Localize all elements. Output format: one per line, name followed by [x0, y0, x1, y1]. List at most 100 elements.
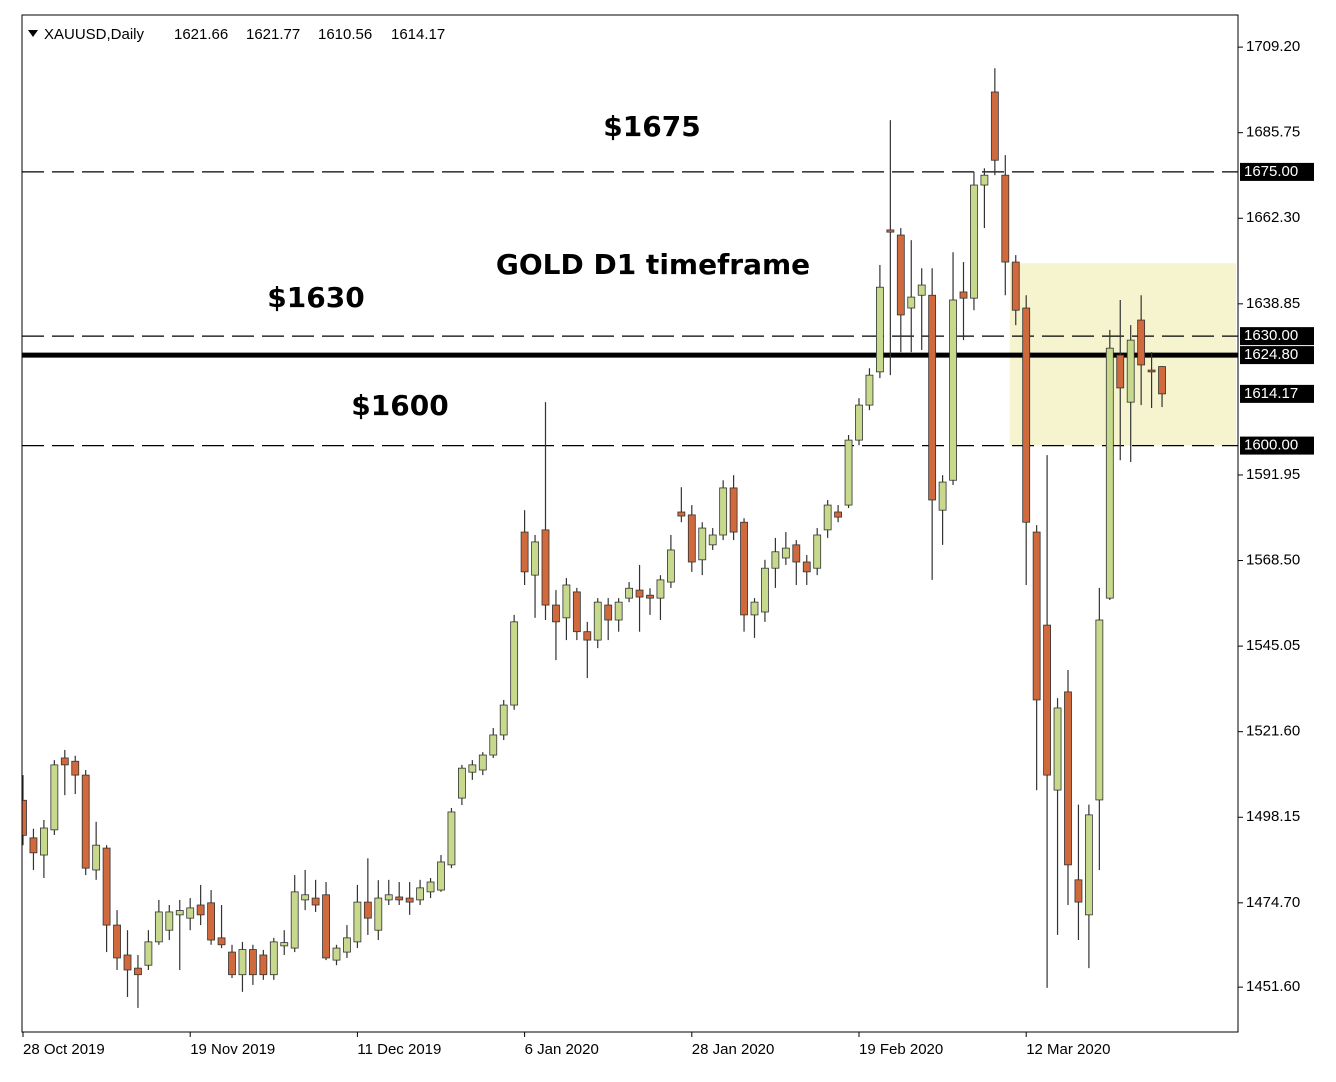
candle-body: [844, 439, 853, 506]
y-tick-label: 1662.30: [1246, 209, 1300, 226]
candle-body: [1074, 879, 1083, 903]
candle-body: [740, 521, 748, 616]
y-tick-label: 1591.95: [1246, 466, 1300, 483]
header-high: 1621.77: [246, 26, 300, 43]
candle-body: [719, 487, 728, 536]
candle-body: [531, 541, 539, 576]
candle-body: [165, 911, 174, 931]
price-label-box: [1240, 346, 1314, 365]
y-tick-label: 1451.60: [1246, 978, 1300, 995]
candle-body: [938, 481, 947, 511]
candle-body: [343, 937, 351, 953]
candle-body: [541, 529, 550, 606]
candle-body: [1022, 307, 1031, 523]
candle-body: [1116, 354, 1125, 389]
candle-body: [154, 911, 163, 943]
candle-body: [646, 594, 654, 599]
candle-body: [896, 234, 905, 316]
candle-body: [520, 531, 529, 573]
x-tick-label: 6 Jan 2020: [525, 1041, 599, 1058]
candle-body: [374, 897, 383, 931]
candle-body: [175, 910, 184, 916]
y-tick-label: 1474.70: [1246, 894, 1300, 911]
candle-body: [311, 897, 320, 906]
candle-body: [81, 774, 90, 869]
candle-body: [635, 589, 644, 598]
header-low: 1610.56: [318, 26, 372, 43]
candle-body: [876, 286, 884, 373]
x-tick-label: 19 Nov 2019: [190, 1041, 275, 1058]
candle-body: [290, 891, 299, 949]
y-tick-label: 1709.20: [1246, 38, 1300, 55]
price-label: 1624.80: [1244, 346, 1298, 363]
candle-body: [447, 811, 456, 866]
candle-body: [426, 881, 435, 893]
annotation: GOLD D1 timeframe: [496, 248, 810, 281]
candle-body: [698, 527, 707, 561]
candle-body: [301, 894, 310, 901]
candle-body: [363, 901, 372, 919]
x-tick-label: 28 Jan 2020: [692, 1041, 775, 1058]
candle-body: [416, 887, 425, 901]
candle-body: [144, 941, 153, 966]
dropdown-icon[interactable]: [28, 30, 38, 37]
candle-body: [656, 579, 665, 599]
annotation: $1630: [267, 281, 364, 314]
candle-body: [29, 837, 38, 854]
candle-body: [510, 621, 519, 706]
candle-body: [1011, 261, 1020, 311]
candle-body: [123, 954, 132, 971]
candle-body: [1043, 624, 1051, 776]
candle-body: [1095, 619, 1104, 801]
candle-body: [40, 827, 48, 856]
candle-body: [572, 591, 581, 633]
candle-body: [457, 767, 466, 799]
candle-body: [928, 294, 937, 501]
candle-body: [834, 511, 842, 518]
candle-body: [907, 296, 916, 309]
annotation: $1675: [603, 110, 700, 143]
candle-body: [1158, 366, 1166, 395]
header-close: 1614.17: [391, 26, 445, 43]
header-open: 1621.66: [174, 26, 228, 43]
candle-body: [802, 561, 811, 573]
candle-body: [1126, 339, 1135, 403]
candle-body: [280, 942, 289, 947]
y-tick-label: 1521.60: [1246, 723, 1300, 740]
candle-body: [813, 534, 822, 569]
price-label-box: [1240, 162, 1314, 181]
candle-body: [269, 941, 278, 976]
candle-body: [489, 734, 498, 756]
candle-body: [207, 902, 216, 941]
candle-body: [855, 404, 863, 441]
candle-body: [134, 967, 142, 976]
candle-body: [708, 534, 717, 546]
candle-body: [761, 567, 769, 613]
candle-body: [865, 374, 874, 406]
candle-body: [322, 894, 330, 959]
candle-body: [886, 229, 895, 233]
candle-body: [22, 799, 27, 836]
candle-body: [625, 587, 633, 599]
candle-body: [771, 551, 780, 569]
price-label-box: [1240, 384, 1314, 403]
candle-body: [102, 847, 111, 926]
candle-body: [248, 949, 257, 976]
price-label: 1600.00: [1244, 437, 1298, 454]
candle-body: [1001, 174, 1010, 263]
candle-body: [228, 951, 236, 976]
candle-body: [60, 757, 69, 766]
candle-body: [970, 184, 978, 299]
price-label-box: [1240, 436, 1314, 455]
price-label: 1630.00: [1244, 327, 1298, 344]
price-label: 1675.00: [1244, 163, 1298, 180]
candle-body: [332, 947, 341, 961]
candle-body: [667, 549, 675, 583]
y-tick-label: 1685.75: [1246, 124, 1300, 141]
y-tick-label: 1498.15: [1246, 808, 1300, 825]
candle-body: [478, 754, 487, 771]
candle-body: [238, 949, 247, 976]
candle-body: [990, 91, 999, 161]
candle-body: [437, 861, 445, 891]
